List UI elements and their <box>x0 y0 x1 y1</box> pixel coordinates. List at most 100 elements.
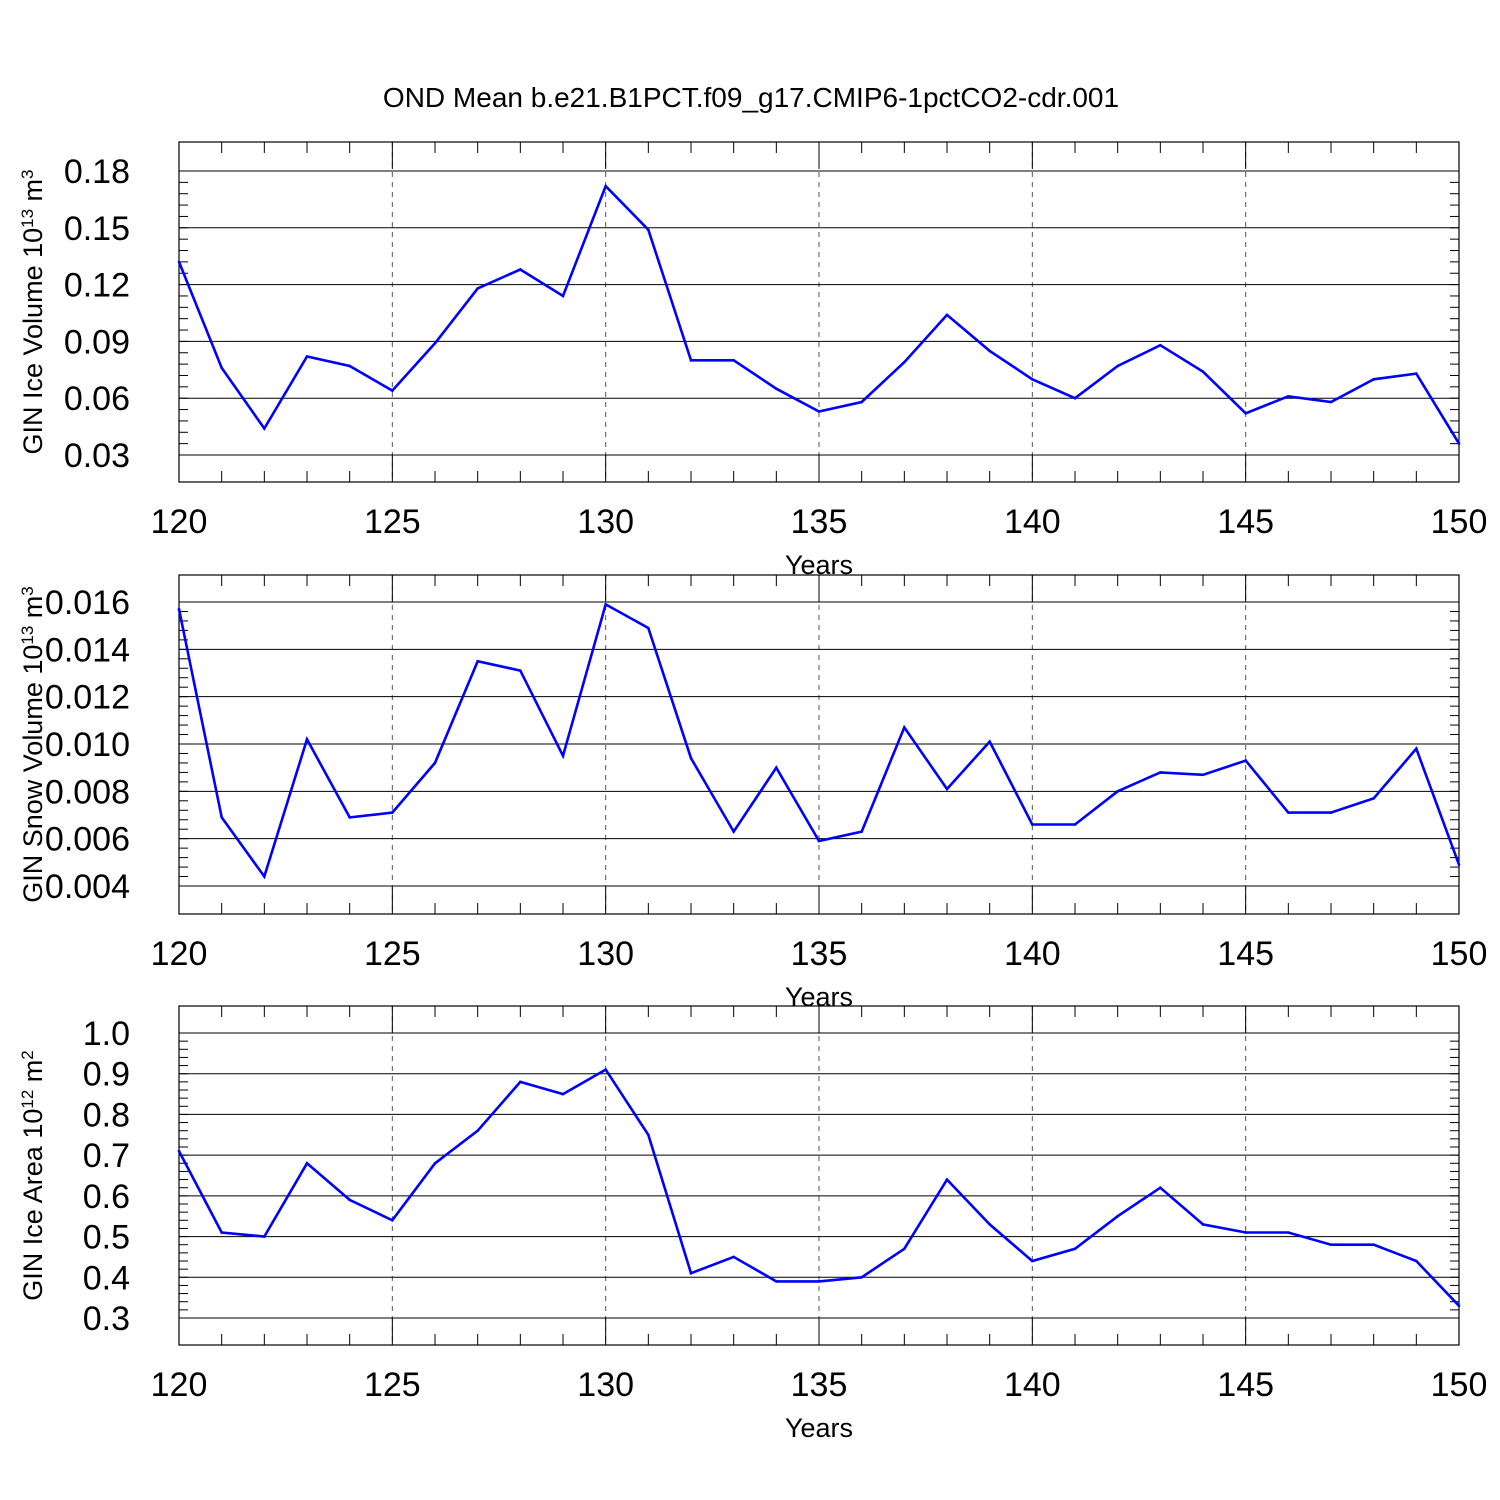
data-point <box>263 427 266 430</box>
data-point <box>1031 1259 1034 1263</box>
data-point <box>817 839 821 843</box>
data-point <box>647 626 650 630</box>
x-tick-label: 145 <box>1217 503 1274 541</box>
data-point <box>903 726 906 729</box>
data-point <box>1116 1214 1119 1218</box>
x-tick-label: 125 <box>364 1366 421 1404</box>
data-point <box>1415 1259 1418 1263</box>
y-axis-label: GIN Snow Volume 1013 m3 <box>18 586 48 903</box>
data-point <box>860 1275 863 1279</box>
data-point <box>348 364 351 368</box>
y-axis-label-prefix: GIN Ice Area 10 <box>18 1109 48 1301</box>
data-point <box>988 1223 991 1226</box>
y-axis-label-unit: m <box>18 596 48 626</box>
data-point <box>220 1231 223 1234</box>
data-point <box>945 1178 949 1181</box>
data-point <box>1073 823 1077 826</box>
y-tick-label: 0.06 <box>64 380 130 418</box>
y-tick-label: 0.18 <box>64 153 130 191</box>
data-point <box>1372 377 1375 381</box>
panels: 0.03 0.06 0.09 0.12 0.15 0.18 120 125 130 135 140 1… <box>18 141 1487 1443</box>
data-point <box>1201 370 1205 373</box>
data-point <box>903 360 906 364</box>
figure-title: OND Mean b.e21.B1PCT.f09_g17.CMIP6-1pctC… <box>383 82 1119 113</box>
y-axis-label-exp: 12 <box>18 1090 37 1109</box>
x-tick-label: 120 <box>151 1366 208 1404</box>
y-tick-label: 0.15 <box>64 210 130 248</box>
data-point <box>1116 364 1119 368</box>
y-tick-label: 0.8 <box>83 1096 130 1134</box>
x-tick-label: 130 <box>577 503 634 541</box>
x-tick-label: 135 <box>791 935 848 973</box>
data-point <box>988 740 991 743</box>
data-point <box>732 1255 735 1259</box>
data-point <box>1073 396 1077 400</box>
data-point <box>1329 1243 1333 1247</box>
y-tick-label: 0.9 <box>83 1056 130 1094</box>
y-tick-label: 0.006 <box>45 821 130 859</box>
data-point <box>220 366 223 370</box>
data-point <box>476 287 479 290</box>
y-tick-label: 0.03 <box>64 437 130 475</box>
data-point <box>1159 1186 1162 1190</box>
data-point <box>604 1068 607 1071</box>
data-point <box>647 1133 650 1137</box>
data-point <box>1415 372 1418 375</box>
data-point <box>604 184 607 188</box>
data-point <box>775 766 778 769</box>
data-point <box>1031 377 1034 381</box>
data-point <box>519 268 522 271</box>
data-point <box>1244 1231 1247 1234</box>
data-point <box>903 1247 906 1251</box>
data-point <box>391 1218 394 1222</box>
data-point <box>433 1161 437 1165</box>
y-axis-label: GIN Ice Area 1012 m2 <box>18 1050 48 1301</box>
y-tick-label: 0.12 <box>64 267 130 305</box>
data-point <box>1415 747 1418 751</box>
data-point <box>647 228 650 231</box>
x-tick-label: 130 <box>577 935 634 973</box>
x-tick-label: 145 <box>1217 1366 1274 1404</box>
data-point <box>1329 400 1333 404</box>
data-point <box>775 387 778 391</box>
data-point <box>220 816 223 819</box>
data-point <box>263 875 266 878</box>
y-axis-label-prefix: GIN Ice Volume 10 <box>18 228 48 455</box>
data-point <box>689 756 693 760</box>
y-tick-label: 0.7 <box>83 1137 130 1175</box>
data-point <box>860 400 863 404</box>
data-point <box>1159 771 1162 774</box>
data-point <box>561 754 565 758</box>
data-point <box>1287 395 1290 398</box>
y-tick-label: 0.010 <box>45 726 130 764</box>
data-point <box>1457 1304 1461 1308</box>
data-point <box>391 811 394 814</box>
data-point <box>1073 1247 1077 1251</box>
data-point <box>1031 823 1034 826</box>
y-tick-label: 1.0 <box>83 1015 130 1053</box>
x-tick-label: 140 <box>1004 1366 1061 1404</box>
data-point <box>305 737 309 741</box>
data-point <box>817 410 821 413</box>
data-point <box>689 1271 693 1275</box>
data-point <box>561 1092 565 1096</box>
data-point <box>1244 759 1247 762</box>
x-tick-label: 140 <box>1004 935 1061 973</box>
data-point <box>817 1280 821 1283</box>
data-point <box>305 1161 309 1165</box>
data-point <box>433 761 437 765</box>
data-point <box>732 830 735 833</box>
x-tick-label: 120 <box>151 935 208 973</box>
y-axis-label-unit-exp: 3 <box>18 169 37 178</box>
data-point <box>1116 790 1119 793</box>
panel-1: 0.03 0.06 0.09 0.12 0.15 0.18 120 125 130 135 140 1… <box>18 141 1487 580</box>
data-point <box>945 787 949 791</box>
y-tick-label: 0.4 <box>83 1259 130 1297</box>
data-point <box>177 607 181 611</box>
data-point <box>348 816 351 819</box>
data-point <box>476 659 479 663</box>
y-tick-label: 0.014 <box>45 631 130 669</box>
x-tick-label: 135 <box>791 503 848 541</box>
x-tick-label: 120 <box>151 503 208 541</box>
